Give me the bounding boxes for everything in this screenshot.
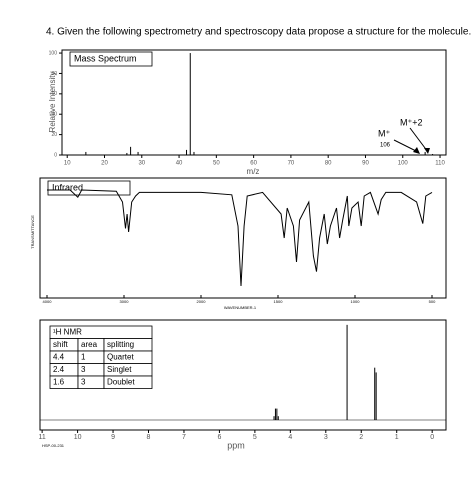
x-tick-label: 7 bbox=[182, 434, 186, 441]
x-tick-label: 500 bbox=[429, 299, 436, 304]
ir-frame bbox=[39, 177, 447, 299]
x-tick-label: 5 bbox=[253, 434, 257, 441]
ms-y-label: Relative Intensity bbox=[48, 72, 57, 133]
ir-x-label: WAVENUMBER-1 bbox=[224, 305, 257, 310]
x-tick-label: 1 bbox=[395, 434, 399, 441]
ms-x-label: m/z bbox=[247, 167, 260, 176]
x-tick-label: 8 bbox=[147, 434, 151, 441]
arrowhead bbox=[413, 147, 420, 154]
x-tick-label: 3 bbox=[324, 434, 328, 441]
x-tick-label: 40 bbox=[176, 161, 183, 167]
ir-title-box bbox=[47, 180, 131, 196]
nmr-code: HSP-00-231 bbox=[42, 443, 65, 448]
x-tick-label: 30 bbox=[138, 161, 145, 167]
arrow bbox=[393, 139, 419, 153]
ms-title-box bbox=[69, 51, 153, 67]
question: 4. Given the following spectrometry and … bbox=[46, 27, 471, 38]
x-tick-label: 0 bbox=[430, 434, 434, 441]
table-text: 3 bbox=[81, 365, 86, 374]
y-tick-label: 60 bbox=[51, 91, 57, 97]
table-text: 1.6 bbox=[53, 377, 65, 386]
nmr-x-label: ppm bbox=[227, 440, 245, 450]
y-tick-label: 20 bbox=[51, 132, 57, 138]
ir-title: Infrared bbox=[52, 182, 83, 192]
ir-trace bbox=[47, 189, 433, 287]
x-tick-label: 2 bbox=[359, 434, 363, 441]
ms-annotation: M⁺+2 bbox=[400, 117, 423, 127]
x-tick-label: 70 bbox=[288, 161, 295, 167]
table-text: 1 bbox=[81, 352, 86, 361]
ms-annotation: 106 bbox=[380, 143, 391, 149]
table-text: Quartet bbox=[107, 352, 134, 361]
table-text: Doublet bbox=[107, 377, 135, 386]
table-title: ¹H NMR bbox=[53, 327, 82, 336]
x-tick-label: 1500 bbox=[274, 299, 284, 304]
table-cell bbox=[103, 375, 153, 389]
y-tick-label: 40 bbox=[51, 112, 57, 118]
x-tick-label: 11 bbox=[38, 434, 45, 441]
x-tick-label: 90 bbox=[362, 161, 369, 167]
y-tick-label: 80 bbox=[51, 71, 57, 77]
x-tick-label: 1000 bbox=[351, 299, 361, 304]
x-tick-label: 80 bbox=[325, 161, 332, 167]
x-tick-label: 110 bbox=[435, 161, 445, 167]
y-tick-label: 0 bbox=[54, 152, 57, 158]
x-tick-label: 20 bbox=[101, 161, 108, 167]
x-tick-label: 10 bbox=[74, 434, 82, 441]
x-tick-label: 60 bbox=[250, 161, 257, 167]
x-tick-label: 10 bbox=[64, 161, 71, 167]
x-tick-label: 6 bbox=[217, 434, 221, 441]
table-text: shift bbox=[53, 340, 68, 349]
nmr-frame bbox=[39, 319, 447, 431]
table-text: splitting bbox=[107, 340, 134, 349]
x-tick-label: 4 bbox=[288, 434, 292, 441]
x-tick-label: 3000 bbox=[120, 299, 130, 304]
ms-annotation: M⁺ bbox=[378, 128, 390, 138]
table-text: Singlet bbox=[107, 365, 132, 374]
x-tick-label: 9 bbox=[111, 434, 115, 441]
x-tick-label: 4000 bbox=[43, 299, 53, 304]
ms-title: Mass Spectrum bbox=[74, 53, 137, 63]
nmr-table: ¹H NMR shift area splitting 4.4 1 Quartet 2.4 3 S… bbox=[49, 325, 153, 389]
table-text: 2.4 bbox=[53, 365, 65, 374]
arrowhead bbox=[424, 148, 430, 154]
x-tick-label: 100 bbox=[398, 161, 409, 167]
ir-y-label: TRANSMITTANCE bbox=[30, 215, 35, 249]
table-text: area bbox=[81, 340, 98, 349]
y-tick-label: 100 bbox=[49, 50, 58, 56]
table-text: 3 bbox=[81, 377, 86, 386]
x-tick-label: 50 bbox=[213, 161, 220, 167]
table-text: 4.4 bbox=[53, 352, 65, 361]
x-tick-label: 2000 bbox=[197, 299, 207, 304]
